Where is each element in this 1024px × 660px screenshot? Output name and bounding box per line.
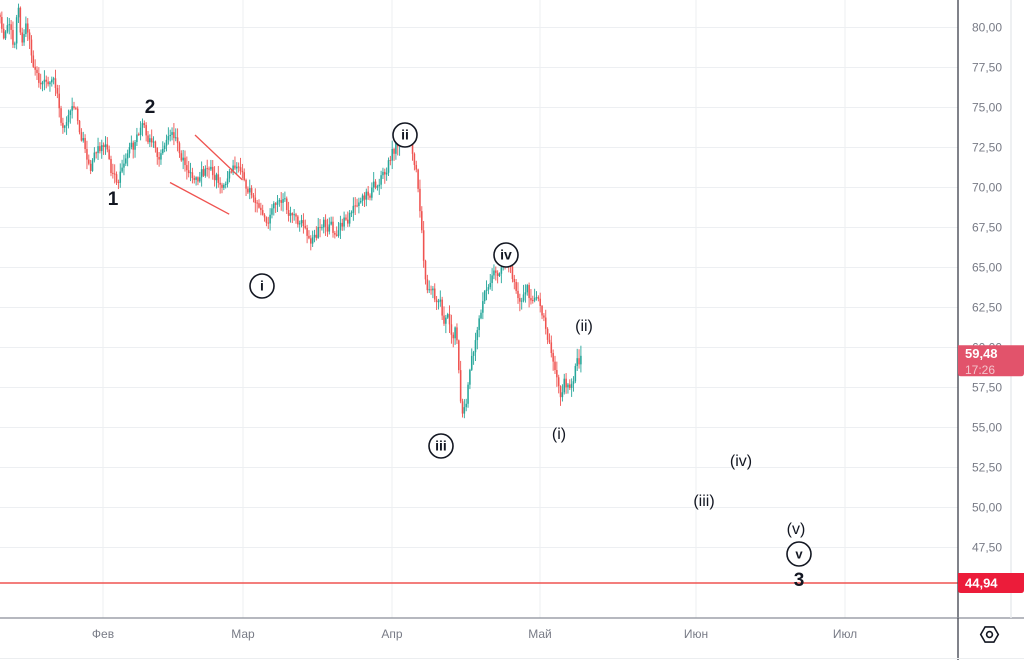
svg-text:44,94: 44,94 <box>965 576 998 591</box>
svg-text:i: i <box>260 278 264 294</box>
svg-text:57,50: 57,50 <box>972 381 1002 395</box>
svg-text:iv: iv <box>500 247 512 263</box>
svg-text:80,00: 80,00 <box>972 21 1002 35</box>
svg-text:52,50: 52,50 <box>972 461 1002 475</box>
svg-text:59,48: 59,48 <box>965 346 998 361</box>
svg-text:50,00: 50,00 <box>972 501 1002 515</box>
svg-text:(iii): (iii) <box>693 493 714 510</box>
svg-text:(ii): (ii) <box>575 318 593 335</box>
svg-text:ii: ii <box>401 127 409 143</box>
svg-text:(iv): (iv) <box>730 453 752 470</box>
svg-text:(v): (v) <box>787 521 806 538</box>
svg-text:67,50: 67,50 <box>972 221 1002 235</box>
svg-text:Мар: Мар <box>231 627 255 641</box>
svg-text:iii: iii <box>435 438 447 454</box>
svg-text:65,00: 65,00 <box>972 261 1002 275</box>
svg-text:2: 2 <box>145 97 156 118</box>
svg-text:47,50: 47,50 <box>972 541 1002 555</box>
svg-text:1: 1 <box>108 189 119 210</box>
svg-text:75,00: 75,00 <box>972 101 1002 115</box>
svg-text:Май: Май <box>528 627 552 641</box>
svg-text:Апр: Апр <box>381 627 403 641</box>
svg-text:62,50: 62,50 <box>972 301 1002 315</box>
svg-text:Фев: Фев <box>92 627 114 641</box>
svg-text:70,00: 70,00 <box>972 181 1002 195</box>
svg-text:Июн: Июн <box>684 627 708 641</box>
svg-text:55,00: 55,00 <box>972 421 1002 435</box>
svg-text:Июл: Июл <box>833 627 857 641</box>
svg-text:(i): (i) <box>552 426 566 443</box>
svg-text:72,50: 72,50 <box>972 141 1002 155</box>
svg-text:17:26: 17:26 <box>965 363 995 377</box>
svg-text:3: 3 <box>794 570 805 591</box>
svg-text:v: v <box>795 547 803 562</box>
svg-text:77,50: 77,50 <box>972 61 1002 75</box>
